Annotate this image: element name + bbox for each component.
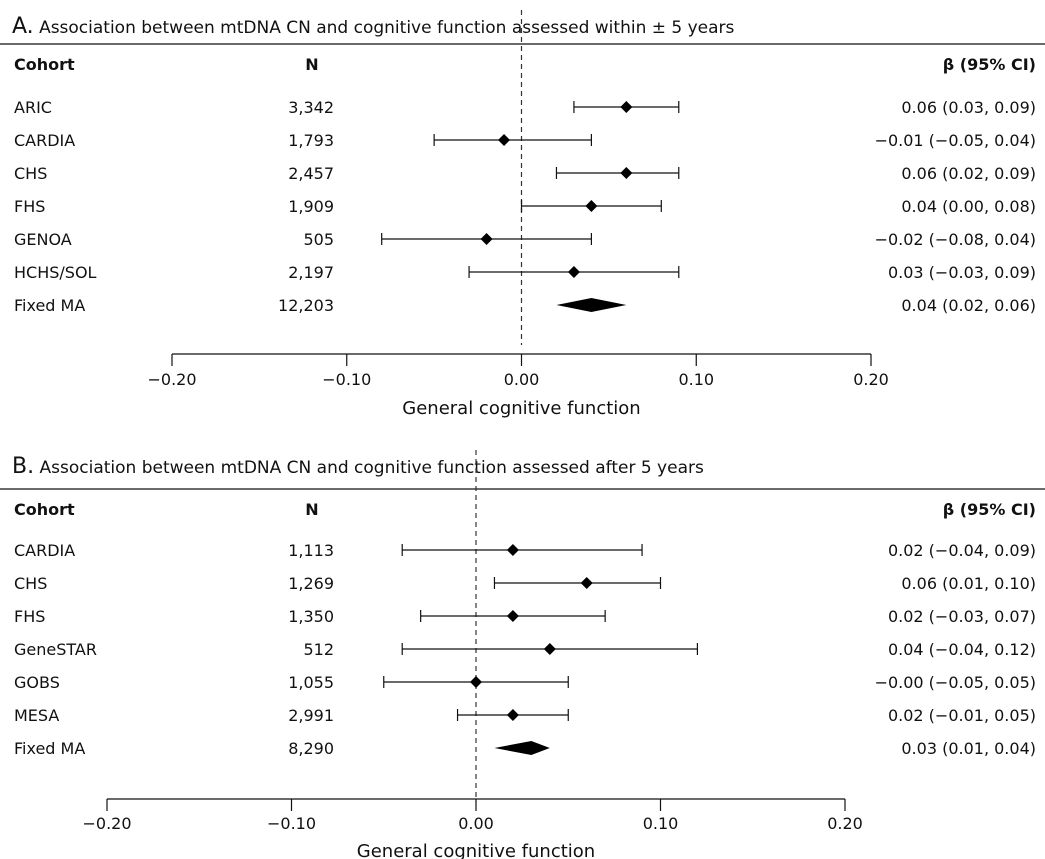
cohort-label: Fixed MA xyxy=(14,296,85,315)
beta-ci-value: 0.06 (0.03, 0.09) xyxy=(901,98,1036,117)
forest-plot-panel-a: A. Association between mtDNA CN and cogn… xyxy=(0,0,1045,426)
sample-size-value: 1,909 xyxy=(288,197,334,216)
beta-ci-value: 0.04 (0.00, 0.08) xyxy=(901,197,1036,216)
point-estimate-marker xyxy=(498,134,511,146)
point-estimate-marker xyxy=(585,200,598,212)
point-estimate-marker xyxy=(620,167,633,179)
beta-ci-value: 0.03 (0.01, 0.04) xyxy=(901,739,1036,758)
panel-a-title-text: Association between mtDNA CN and cogniti… xyxy=(39,18,735,38)
beta-ci-value: −0.01 (−0.05, 0.04) xyxy=(875,131,1036,150)
cohort-label: GOBS xyxy=(14,673,60,692)
x-axis-title: General cognitive function xyxy=(357,841,595,859)
x-tick-label: 0.00 xyxy=(504,370,540,389)
x-tick-label: 0.20 xyxy=(827,814,863,833)
sample-size-value: 1,350 xyxy=(288,607,334,626)
cohort-label: FHS xyxy=(14,197,45,216)
pooled-estimate-diamond xyxy=(494,741,550,755)
point-estimate-marker xyxy=(480,233,493,245)
sample-size-value: 505 xyxy=(303,230,334,249)
point-estimate-marker xyxy=(580,577,593,589)
beta-ci-value: 0.04 (0.02, 0.06) xyxy=(901,296,1036,315)
sample-size-value: 1,113 xyxy=(288,541,334,560)
x-tick-label: 0.10 xyxy=(678,370,714,389)
panel-b-title-text: Association between mtDNA CN and cogniti… xyxy=(39,458,704,478)
sample-size-value: 512 xyxy=(303,640,334,659)
point-estimate-marker xyxy=(567,266,580,278)
cohort-label: HCHS/SOL xyxy=(14,263,97,282)
cohort-column-header: Cohort xyxy=(14,55,75,74)
beta-ci-value: 0.06 (0.01, 0.10) xyxy=(901,574,1036,593)
point-estimate-marker xyxy=(620,101,633,113)
cohort-label: MESA xyxy=(14,706,59,725)
cohort-label: FHS xyxy=(14,607,45,626)
beta-ci-value: 0.02 (−0.04, 0.09) xyxy=(888,541,1036,560)
sample-size-value: 1,055 xyxy=(288,673,334,692)
sample-size-value: 2,457 xyxy=(288,164,334,183)
sample-size-value: 2,197 xyxy=(288,263,334,282)
cohort-label: GENOA xyxy=(14,230,72,249)
panel-b-letter: B. xyxy=(12,454,35,479)
point-estimate-marker xyxy=(506,610,519,622)
sample-size-value: 1,793 xyxy=(288,131,334,150)
x-tick-label: −0.20 xyxy=(147,370,196,389)
sample-size-value: 3,342 xyxy=(288,98,334,117)
cohort-label: Fixed MA xyxy=(14,739,85,758)
x-tick-label: 0.20 xyxy=(853,370,889,389)
forest-plot-panel-b: B. Association between mtDNA CN and cogn… xyxy=(0,440,1045,859)
x-tick-label: −0.20 xyxy=(82,814,131,833)
beta-ci-value: 0.03 (−0.03, 0.09) xyxy=(888,263,1036,282)
point-estimate-marker xyxy=(506,544,519,556)
sample-size-value: 12,203 xyxy=(278,296,334,315)
x-tick-label: 0.00 xyxy=(458,814,494,833)
x-tick-label: 0.10 xyxy=(643,814,679,833)
beta-ci-value: 0.06 (0.02, 0.09) xyxy=(901,164,1036,183)
beta-ci-column-header: β (95% CI) xyxy=(943,55,1036,74)
point-estimate-marker xyxy=(543,643,556,655)
x-tick-label: −0.10 xyxy=(322,370,371,389)
cohort-label: CARDIA xyxy=(14,541,75,560)
panel-a-letter: A. xyxy=(12,14,34,39)
beta-ci-value: −0.00 (−0.05, 0.05) xyxy=(875,673,1036,692)
x-axis-title: General cognitive function xyxy=(402,398,640,419)
beta-ci-value: 0.04 (−0.04, 0.12) xyxy=(888,640,1036,659)
sample-size-value: 1,269 xyxy=(288,574,334,593)
n-column-header: N xyxy=(305,500,318,519)
beta-ci-value: −0.02 (−0.08, 0.04) xyxy=(875,230,1036,249)
beta-ci-value: 0.02 (−0.01, 0.05) xyxy=(888,706,1036,725)
point-estimate-marker xyxy=(506,709,519,721)
x-tick-label: −0.10 xyxy=(267,814,316,833)
n-column-header: N xyxy=(305,55,318,74)
cohort-label: CHS xyxy=(14,574,47,593)
panel-a-title: A. Association between mtDNA CN and cogn… xyxy=(12,14,734,39)
point-estimate-marker xyxy=(470,676,482,688)
beta-ci-value: 0.02 (−0.03, 0.07) xyxy=(888,607,1036,626)
beta-ci-column-header: β (95% CI) xyxy=(943,500,1036,519)
sample-size-value: 2,991 xyxy=(288,706,334,725)
panel-b-title: B. Association between mtDNA CN and cogn… xyxy=(12,454,704,479)
cohort-label: CARDIA xyxy=(14,131,75,150)
sample-size-value: 8,290 xyxy=(288,739,334,758)
pooled-estimate-diamond xyxy=(556,298,627,312)
cohort-column-header: Cohort xyxy=(14,500,75,519)
cohort-label: CHS xyxy=(14,164,47,183)
cohort-label: ARIC xyxy=(14,98,52,117)
cohort-label: GeneSTAR xyxy=(14,640,97,659)
